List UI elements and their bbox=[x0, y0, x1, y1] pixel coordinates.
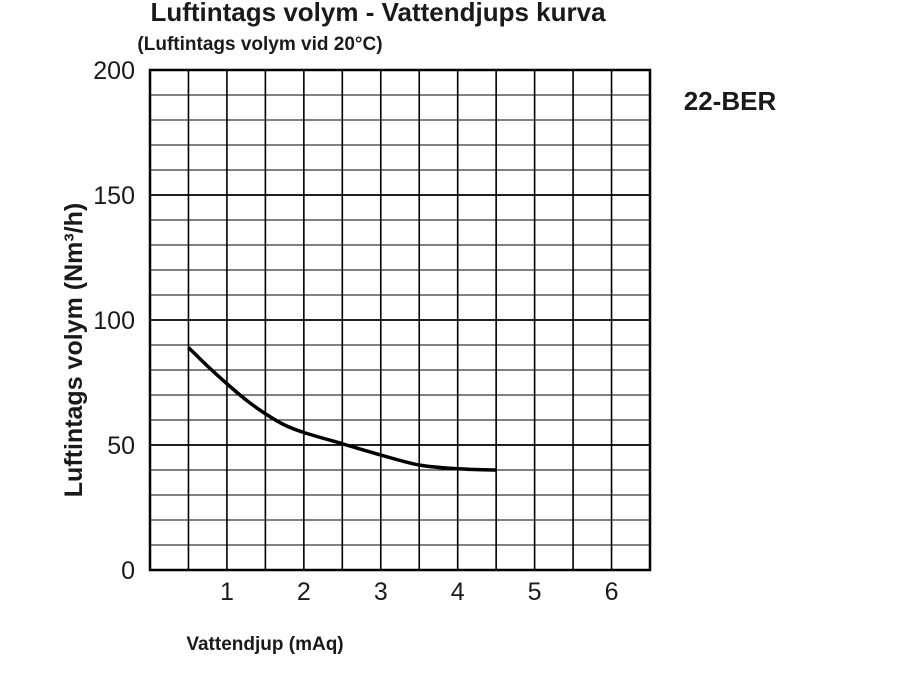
x-tick-label: 1 bbox=[220, 578, 234, 606]
x-tick-label: 6 bbox=[605, 578, 619, 606]
y-tick-label: 200 bbox=[93, 57, 135, 85]
plot-frame bbox=[148, 68, 652, 572]
y-tick-label: 50 bbox=[107, 432, 135, 460]
series-layer bbox=[187, 346, 497, 472]
x-tick-label: 2 bbox=[297, 578, 311, 606]
chart-title: Luftintags volym - Vattendjups kurva bbox=[150, 0, 606, 27]
y-tick-label: 0 bbox=[121, 557, 135, 585]
x-axis-label: Vattendjup (mAq) bbox=[186, 634, 343, 655]
y-tick-label: 150 bbox=[93, 182, 135, 210]
x-tick-label: 3 bbox=[374, 578, 388, 606]
x-tick-label: 4 bbox=[451, 578, 465, 606]
grid bbox=[150, 70, 650, 570]
y-axis-label: Luftintags volym (Nm³/h) bbox=[60, 203, 88, 497]
series-line bbox=[187, 346, 497, 472]
model-label: 22-BER bbox=[684, 86, 777, 116]
chart-subtitle: (Luftintags volym vid 20°C) bbox=[137, 34, 382, 55]
y-tick-label: 100 bbox=[93, 307, 135, 335]
x-tick-label: 5 bbox=[528, 578, 542, 606]
tick-labels: 1 2 3 4 5 6 0 50 100 150 200 bbox=[93, 57, 618, 606]
